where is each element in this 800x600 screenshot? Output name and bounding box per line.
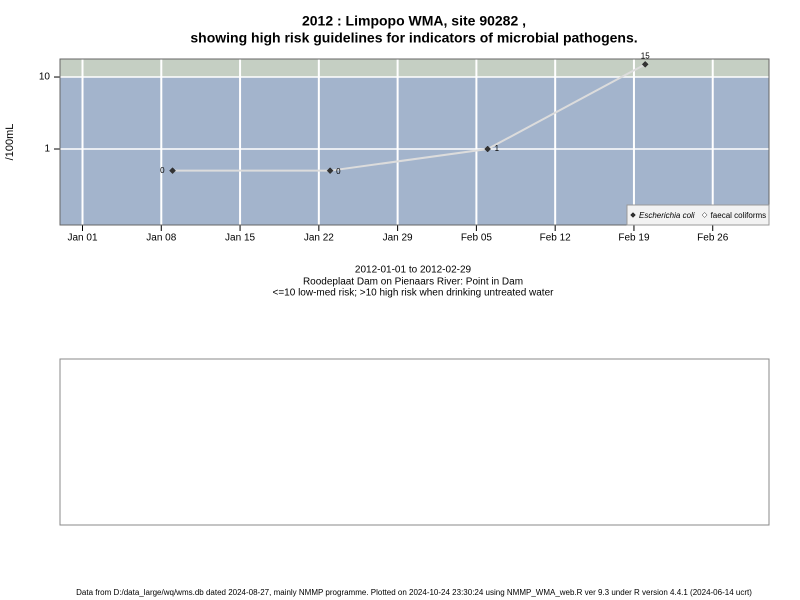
- legend-marker: [701, 212, 708, 218]
- x-tick-label: Feb 05: [461, 233, 493, 244]
- y-axis-label: /100mL: [4, 124, 16, 161]
- note: 2012-01-01 to 2012-02-29: [355, 265, 472, 276]
- data-point: [484, 145, 492, 153]
- x-tick-label: Jan 22: [304, 233, 334, 244]
- note: <=10 low-med risk; >10 high risk when dr…: [273, 288, 555, 299]
- data-point: [641, 60, 649, 68]
- empty-panel: [59, 358, 770, 526]
- plot-background: [60, 59, 769, 225]
- chart-title: 2012 : Limpopo WMA, site 90282 ,: [302, 13, 526, 29]
- legend-label: Escherichia coli: [639, 211, 695, 220]
- data-point: [169, 167, 176, 175]
- chart-subtitle: showing high risk guidelines for indicat…: [190, 30, 637, 46]
- footer: Data from D:/data_large/wq/wms.db dated …: [76, 588, 752, 597]
- y-tick-label: 1: [44, 144, 50, 155]
- data-label: 15: [641, 51, 650, 60]
- x-tick-label: Jan 01: [67, 233, 97, 244]
- x-tick-label: Feb 26: [697, 233, 729, 244]
- legend: Escherichia coli faecal coliforms: [626, 204, 770, 226]
- data-label: 0: [336, 167, 341, 176]
- data-label: 0: [160, 166, 165, 175]
- note: Roodeplaat Dam on Pienaars River: Point …: [303, 277, 523, 288]
- plot-frame: [59, 58, 770, 226]
- x-tick-label: Jan 08: [146, 233, 176, 244]
- x-tick-label: Jan 29: [383, 233, 413, 244]
- x-tick-label: Feb 12: [540, 233, 572, 244]
- legend-box: [626, 204, 770, 226]
- legend-marker: [630, 212, 636, 218]
- x-tick-label: Feb 19: [618, 233, 650, 244]
- series-line: [172, 63, 646, 172]
- threshold-band: [60, 59, 769, 78]
- legend-label: faecal coliforms: [711, 211, 767, 220]
- data-point: [326, 167, 334, 175]
- data-label: 1: [495, 144, 500, 153]
- x-tick-label: Jan 15: [225, 233, 255, 244]
- y-tick-label: 10: [39, 72, 51, 83]
